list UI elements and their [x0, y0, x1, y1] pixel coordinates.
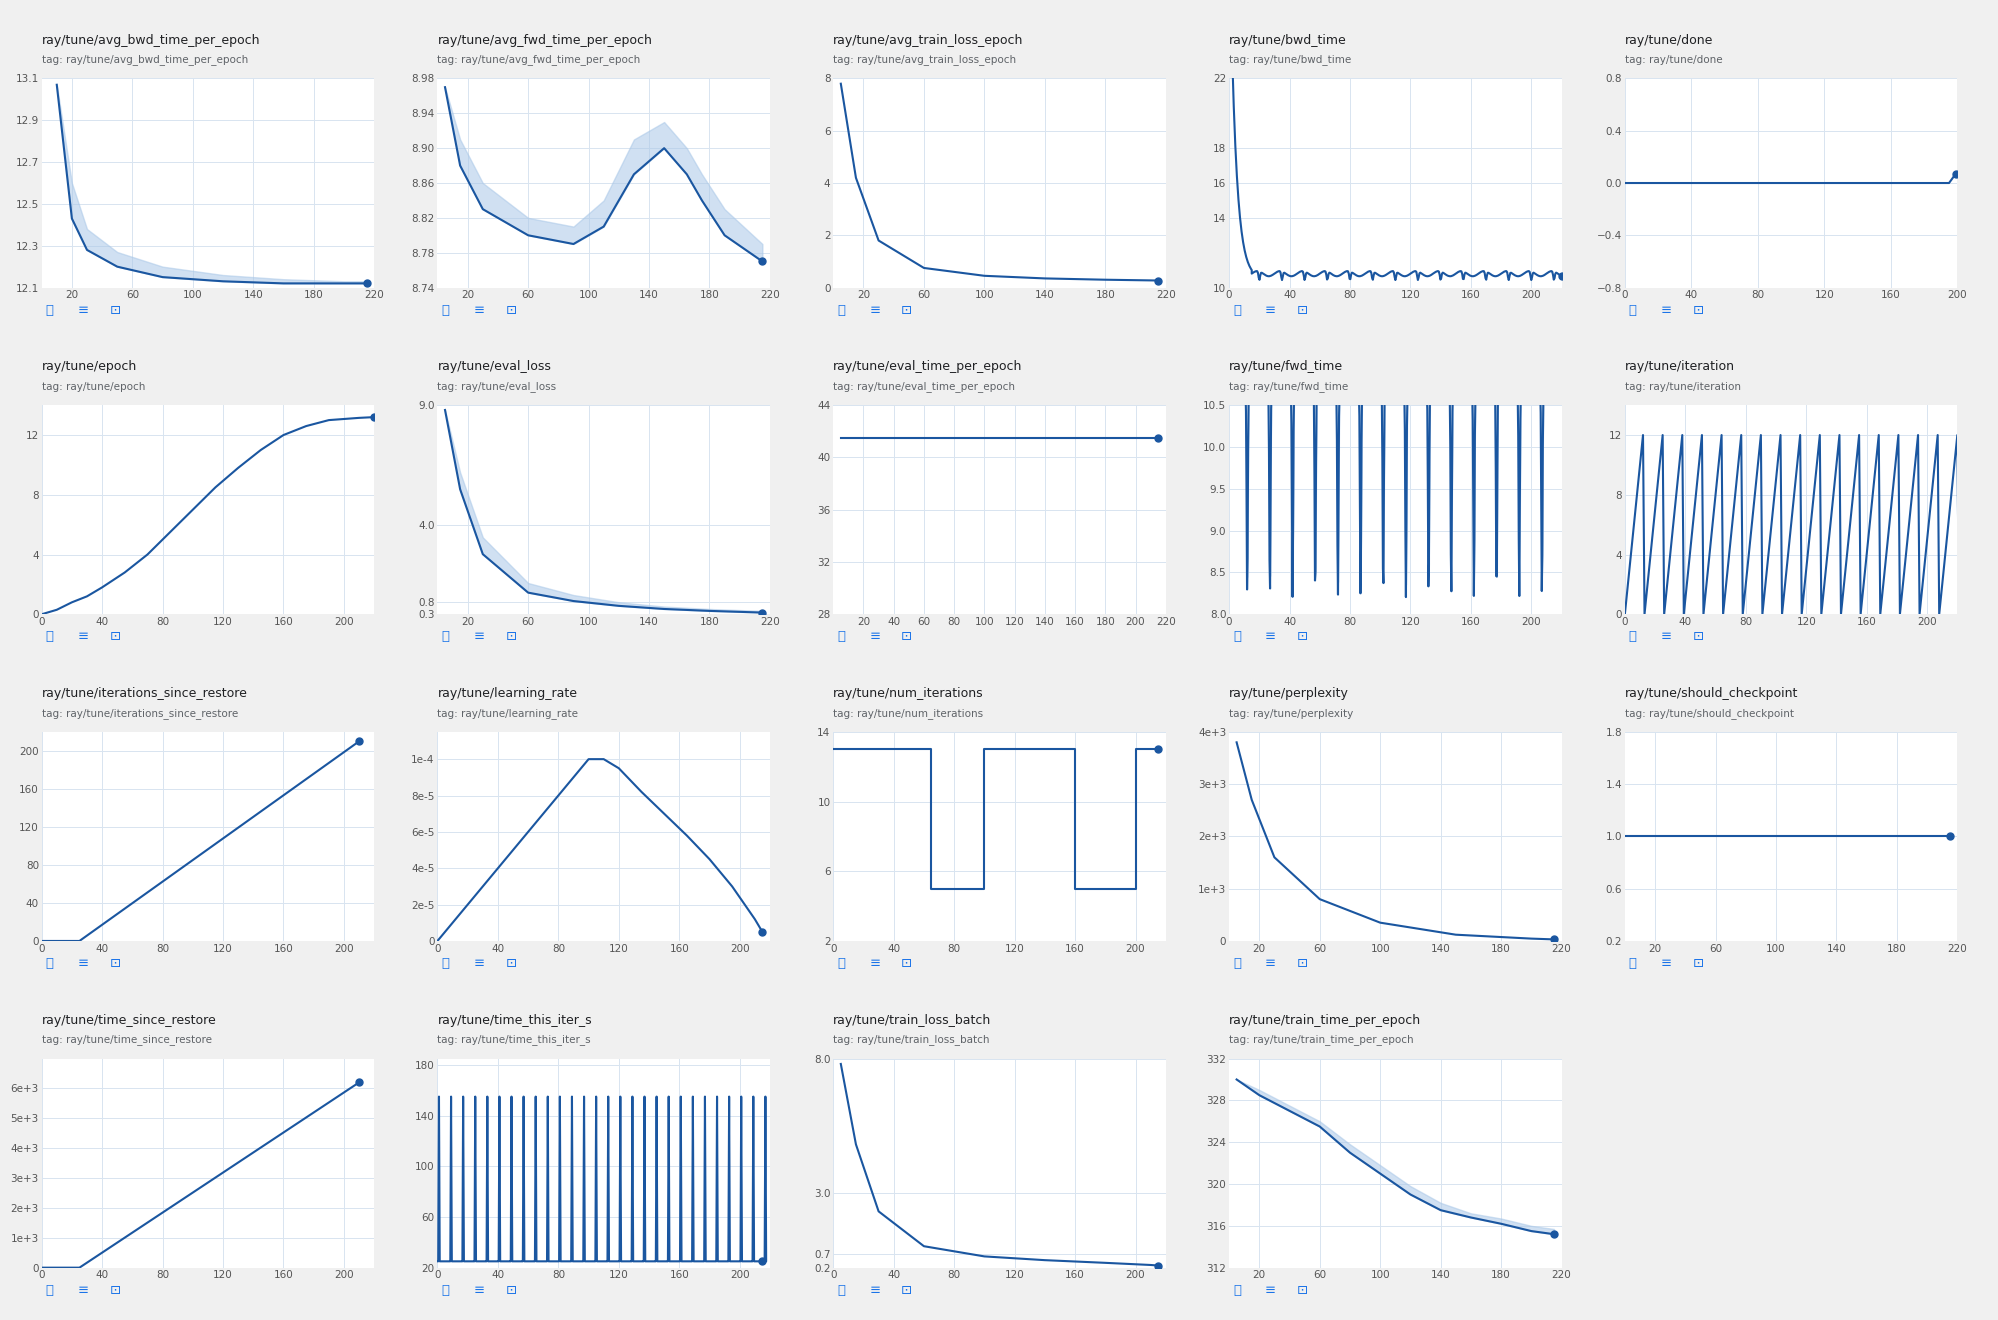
Text: ⛶: ⛶ — [1628, 957, 1636, 970]
Text: ⛶: ⛶ — [46, 304, 54, 317]
Text: ray/tune/perplexity: ray/tune/perplexity — [1229, 688, 1349, 700]
Text: ⊡: ⊡ — [505, 957, 515, 970]
Text: ray/tune/eval_time_per_epoch: ray/tune/eval_time_per_epoch — [833, 360, 1023, 374]
Text: tag: ray/tune/eval_loss: tag: ray/tune/eval_loss — [438, 381, 555, 392]
Text: tag: ray/tune/train_time_per_epoch: tag: ray/tune/train_time_per_epoch — [1229, 1035, 1413, 1045]
Text: ray/tune/time_since_restore: ray/tune/time_since_restore — [42, 1014, 216, 1027]
Text: ⊡: ⊡ — [1297, 304, 1307, 317]
Text: ≡: ≡ — [474, 304, 484, 317]
Text: ray/tune/iterations_since_restore: ray/tune/iterations_since_restore — [42, 688, 248, 700]
Text: ≡: ≡ — [1265, 957, 1275, 970]
Text: ⛶: ⛶ — [837, 631, 845, 643]
Text: ≡: ≡ — [474, 1284, 484, 1296]
Text: ⛶: ⛶ — [442, 304, 450, 317]
Text: ⊡: ⊡ — [901, 304, 911, 317]
Text: tag: ray/tune/avg_train_loss_epoch: tag: ray/tune/avg_train_loss_epoch — [833, 54, 1015, 65]
Text: ≡: ≡ — [1660, 631, 1670, 643]
Text: ≡: ≡ — [869, 1284, 879, 1296]
Text: tag: ray/tune/time_this_iter_s: tag: ray/tune/time_this_iter_s — [438, 1035, 591, 1045]
Text: ray/tune/time_this_iter_s: ray/tune/time_this_iter_s — [438, 1014, 591, 1027]
Text: tag: ray/tune/train_loss_batch: tag: ray/tune/train_loss_batch — [833, 1035, 989, 1045]
Text: ≡: ≡ — [78, 1284, 88, 1296]
Text: tag: ray/tune/avg_fwd_time_per_epoch: tag: ray/tune/avg_fwd_time_per_epoch — [438, 54, 641, 65]
Text: ⊡: ⊡ — [901, 957, 911, 970]
Text: ⊡: ⊡ — [505, 304, 515, 317]
Text: ≡: ≡ — [1660, 304, 1670, 317]
Text: ⛶: ⛶ — [46, 1284, 54, 1296]
Text: ray/tune/eval_loss: ray/tune/eval_loss — [438, 360, 551, 374]
Text: ⛶: ⛶ — [1233, 957, 1241, 970]
Text: ray/tune/train_loss_batch: ray/tune/train_loss_batch — [833, 1014, 991, 1027]
Text: ⛶: ⛶ — [1233, 631, 1241, 643]
Text: ray/tune/learning_rate: ray/tune/learning_rate — [438, 688, 577, 700]
Text: ⊡: ⊡ — [1297, 957, 1307, 970]
Text: ⛶: ⛶ — [1628, 631, 1636, 643]
Text: ray/tune/avg_train_loss_epoch: ray/tune/avg_train_loss_epoch — [833, 34, 1023, 46]
Text: ≡: ≡ — [869, 631, 879, 643]
Text: ≡: ≡ — [78, 631, 88, 643]
Text: ray/tune/num_iterations: ray/tune/num_iterations — [833, 688, 983, 700]
Text: ⛶: ⛶ — [837, 1284, 845, 1296]
Text: ≡: ≡ — [869, 304, 879, 317]
Text: ⊡: ⊡ — [901, 1284, 911, 1296]
Text: ≡: ≡ — [869, 957, 879, 970]
Text: ≡: ≡ — [1265, 631, 1275, 643]
Text: ⛶: ⛶ — [46, 631, 54, 643]
Text: ray/tune/avg_bwd_time_per_epoch: ray/tune/avg_bwd_time_per_epoch — [42, 34, 260, 46]
Text: tag: ray/tune/eval_time_per_epoch: tag: ray/tune/eval_time_per_epoch — [833, 381, 1015, 392]
Text: ⛶: ⛶ — [1628, 304, 1636, 317]
Text: ≡: ≡ — [78, 304, 88, 317]
Text: ⛶: ⛶ — [46, 957, 54, 970]
Text: ⊡: ⊡ — [1297, 631, 1307, 643]
Text: ≡: ≡ — [1265, 304, 1275, 317]
Text: ⛶: ⛶ — [442, 957, 450, 970]
Text: tag: ray/tune/learning_rate: tag: ray/tune/learning_rate — [438, 708, 577, 718]
Text: ⛶: ⛶ — [837, 304, 845, 317]
Text: ray/tune/should_checkpoint: ray/tune/should_checkpoint — [1624, 688, 1798, 700]
Text: tag: ray/tune/avg_bwd_time_per_epoch: tag: ray/tune/avg_bwd_time_per_epoch — [42, 54, 248, 65]
Text: ≡: ≡ — [78, 957, 88, 970]
Text: ray/tune/avg_fwd_time_per_epoch: ray/tune/avg_fwd_time_per_epoch — [438, 34, 651, 46]
Text: tag: ray/tune/done: tag: ray/tune/done — [1624, 55, 1722, 65]
Text: ≡: ≡ — [1265, 1284, 1275, 1296]
Text: ray/tune/fwd_time: ray/tune/fwd_time — [1229, 360, 1343, 374]
Text: tag: ray/tune/iterations_since_restore: tag: ray/tune/iterations_since_restore — [42, 708, 238, 718]
Text: ⊡: ⊡ — [110, 304, 120, 317]
Text: ray/tune/epoch: ray/tune/epoch — [42, 360, 136, 374]
Text: ⊡: ⊡ — [1692, 631, 1702, 643]
Text: tag: ray/tune/epoch: tag: ray/tune/epoch — [42, 381, 146, 392]
Text: tag: ray/tune/fwd_time: tag: ray/tune/fwd_time — [1229, 381, 1347, 392]
Text: ≡: ≡ — [474, 957, 484, 970]
Text: ⊡: ⊡ — [505, 1284, 515, 1296]
Text: tag: ray/tune/bwd_time: tag: ray/tune/bwd_time — [1229, 54, 1351, 65]
Text: ⊡: ⊡ — [1692, 957, 1702, 970]
Text: ray/tune/done: ray/tune/done — [1624, 34, 1712, 46]
Text: ⊡: ⊡ — [505, 631, 515, 643]
Text: tag: ray/tune/should_checkpoint: tag: ray/tune/should_checkpoint — [1624, 708, 1792, 718]
Text: ray/tune/train_time_per_epoch: ray/tune/train_time_per_epoch — [1229, 1014, 1421, 1027]
Text: tag: ray/tune/num_iterations: tag: ray/tune/num_iterations — [833, 708, 983, 718]
Text: ⛶: ⛶ — [1233, 1284, 1241, 1296]
Text: ray/tune/iteration: ray/tune/iteration — [1624, 360, 1734, 374]
Text: ⊡: ⊡ — [1297, 1284, 1307, 1296]
Text: ⊡: ⊡ — [110, 1284, 120, 1296]
Text: ⛶: ⛶ — [837, 957, 845, 970]
Text: tag: ray/tune/time_since_restore: tag: ray/tune/time_since_restore — [42, 1035, 212, 1045]
Text: ⛶: ⛶ — [442, 1284, 450, 1296]
Text: ≡: ≡ — [474, 631, 484, 643]
Text: tag: ray/tune/iteration: tag: ray/tune/iteration — [1624, 381, 1740, 392]
Text: ⛶: ⛶ — [442, 631, 450, 643]
Text: ≡: ≡ — [1660, 957, 1670, 970]
Text: ⛶: ⛶ — [1233, 304, 1241, 317]
Text: ⊡: ⊡ — [901, 631, 911, 643]
Text: ⊡: ⊡ — [110, 631, 120, 643]
Text: ray/tune/bwd_time: ray/tune/bwd_time — [1229, 34, 1347, 46]
Text: tag: ray/tune/perplexity: tag: ray/tune/perplexity — [1229, 709, 1353, 718]
Text: ⊡: ⊡ — [1692, 304, 1702, 317]
Text: ⊡: ⊡ — [110, 957, 120, 970]
